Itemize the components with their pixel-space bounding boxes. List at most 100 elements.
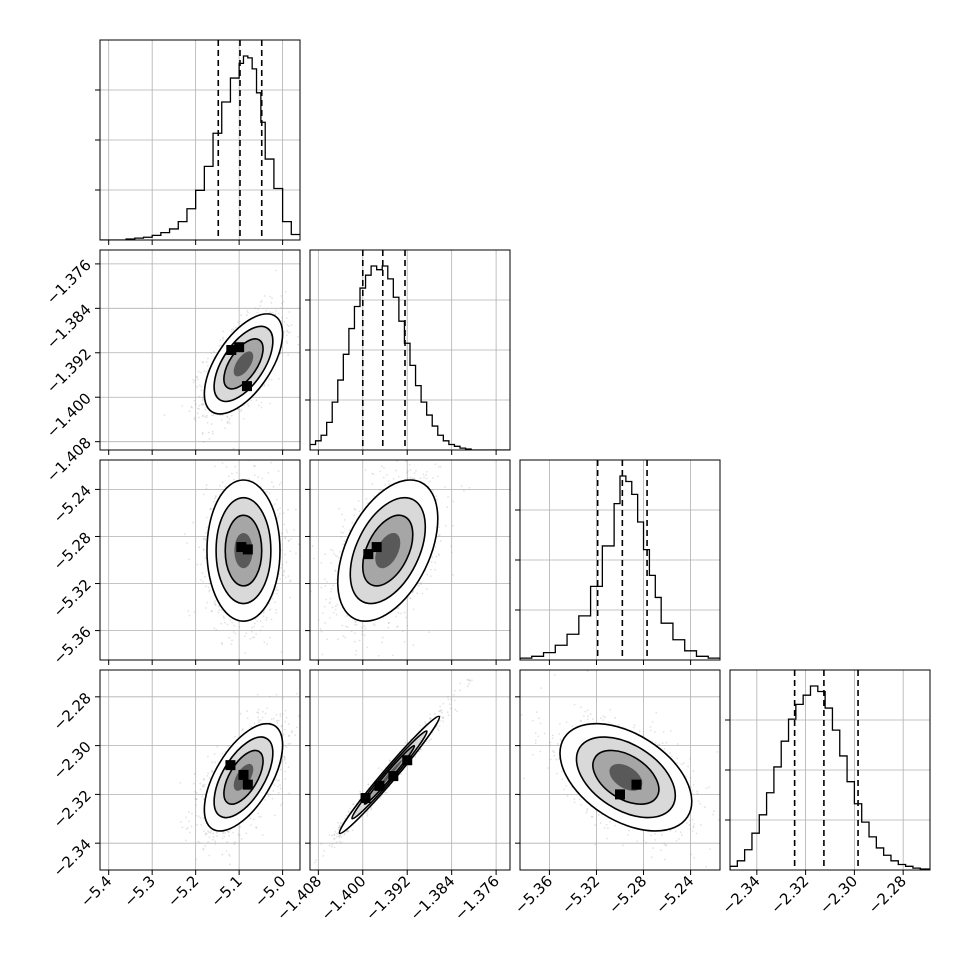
sample-point: [364, 469, 367, 472]
y-tick-label: −1.408: [43, 434, 95, 486]
sample-point: [287, 575, 290, 578]
sample-point: [228, 834, 231, 837]
sample-point: [202, 817, 205, 820]
sample-point: [354, 621, 357, 624]
panel-0-0: [95, 39, 301, 245]
sample-point: [266, 490, 268, 493]
sample-point: [268, 492, 271, 495]
sample-point: [249, 637, 252, 640]
sample-point: [205, 484, 208, 487]
sample-point: [203, 783, 206, 786]
sample-point: [288, 580, 291, 583]
sample-point: [184, 839, 187, 842]
sample-point: [363, 634, 366, 637]
sample-point: [212, 832, 215, 835]
sample-point: [280, 306, 283, 309]
sample-point: [345, 625, 348, 628]
sample-point: [438, 533, 441, 536]
sample-point: [361, 633, 364, 636]
sample-point: [276, 508, 279, 511]
sample-point: [202, 778, 205, 781]
sample-point: [428, 631, 430, 634]
sample-point: [214, 603, 217, 606]
sample-point: [426, 573, 429, 576]
sample-point: [268, 311, 271, 314]
sample-point: [222, 338, 225, 341]
sample-point: [193, 782, 195, 785]
sample-point: [324, 585, 327, 587]
sample-point: [270, 481, 273, 484]
density-fill-1-0-3: [233, 351, 254, 377]
sample-point: [256, 620, 259, 623]
sample-point: [202, 548, 205, 551]
sample-point: [226, 841, 228, 843]
sample-point: [193, 399, 196, 402]
sample-point: [328, 617, 331, 619]
sample-point: [282, 571, 285, 574]
sample-point: [397, 475, 400, 478]
sample-point: [210, 610, 213, 612]
sample-point: [237, 321, 239, 323]
contour-2-1-2: [361, 514, 414, 587]
sample-point: [214, 496, 217, 498]
sample-point: [230, 414, 233, 417]
sample-point: [277, 791, 280, 794]
panel-2-0: −5.36−5.32−5.28−5.24: [50, 451, 301, 668]
sample-point: [202, 414, 204, 417]
sample-point: [395, 615, 398, 618]
sample-point: [260, 406, 263, 409]
sample-point: [255, 451, 257, 453]
sample-point: [251, 626, 253, 629]
sample-point: [301, 291, 303, 293]
sample-point: [329, 590, 332, 593]
sample-point: [409, 476, 412, 479]
sample-point: [281, 316, 283, 319]
sample-point: [341, 624, 344, 627]
sample-point: [286, 531, 289, 534]
sample-point: [222, 832, 224, 835]
sample-point: [337, 638, 339, 641]
sample-point: [283, 523, 286, 526]
sample-point: [202, 403, 205, 406]
sample-point: [305, 306, 307, 308]
sample-point: [284, 537, 287, 540]
sample-point: [232, 328, 235, 331]
sample-point: [420, 583, 423, 585]
sample-point: [206, 601, 209, 604]
sample-point: [200, 403, 203, 406]
sample-point: [280, 563, 283, 566]
sample-point: [197, 416, 200, 419]
sample-point: [206, 357, 209, 360]
sample-point: [274, 601, 277, 604]
sample-point: [245, 632, 248, 635]
sample-point: [190, 812, 193, 815]
sample-point: [288, 735, 290, 737]
sample-point: [416, 453, 418, 455]
sample-point: [278, 483, 281, 486]
sample-point: [208, 777, 211, 780]
sample-point: [275, 586, 278, 589]
sample-point: [187, 610, 190, 612]
sample-point: [334, 608, 337, 611]
sample-point: [280, 481, 283, 484]
y-tick-label: −1.384: [43, 300, 95, 352]
sample-point: [214, 604, 217, 606]
sample-point: [224, 485, 227, 488]
sample-point: [405, 616, 407, 619]
sample-point: [181, 405, 184, 407]
sample-point: [188, 614, 191, 617]
sample-point: [240, 314, 243, 316]
sample-point: [198, 395, 201, 398]
sample-point: [253, 465, 255, 467]
sample-point: [253, 625, 255, 628]
sample-point: [277, 589, 279, 592]
sample-point: [406, 476, 409, 479]
sample-point: [220, 642, 223, 644]
sample-point: [268, 609, 271, 612]
sample-point: [194, 416, 196, 419]
sample-point: [354, 653, 357, 656]
sample-point: [200, 385, 203, 388]
sample-point: [425, 588, 428, 590]
sample-point: [222, 330, 225, 333]
